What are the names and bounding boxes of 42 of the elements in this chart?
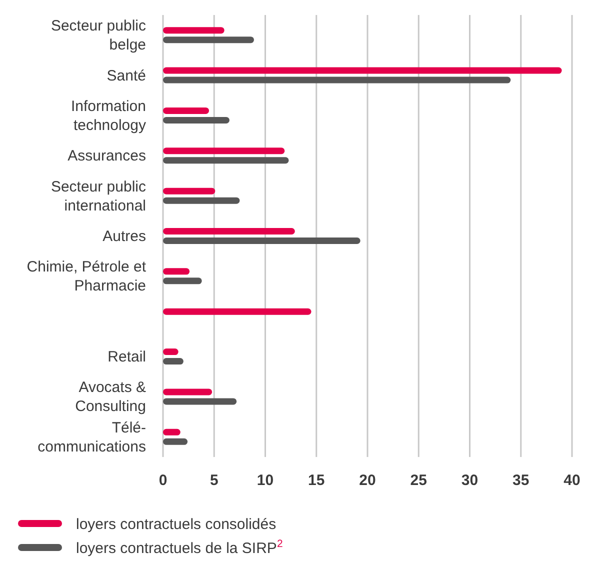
x-tick-label: 25 xyxy=(410,472,427,489)
bar xyxy=(163,148,285,154)
y-tick-label: Assurances xyxy=(68,148,146,165)
bar xyxy=(163,438,188,445)
bar xyxy=(163,268,190,275)
x-tick-label: 0 xyxy=(158,472,168,489)
x-tick-label: 5 xyxy=(210,472,218,489)
bar xyxy=(163,27,224,34)
bar xyxy=(163,76,511,84)
bar xyxy=(163,67,562,74)
x-tick-label: 30 xyxy=(461,472,478,489)
bar xyxy=(163,348,178,356)
y-tick-label: Retail xyxy=(108,348,146,366)
bar xyxy=(163,238,360,244)
y-tick-label: Chimie, Pétrole et Pharmacie xyxy=(26,258,147,295)
bar xyxy=(163,116,230,124)
bar xyxy=(163,398,237,405)
y-tick-label: Secteur public belge xyxy=(50,18,146,54)
legend-label: loyers contractuels de la SIRP$^{2}$ xyxy=(76,538,283,557)
bar xyxy=(163,188,216,194)
y-tick-label: Secteur public international xyxy=(50,178,146,214)
y-tick-label: Santé xyxy=(106,67,146,84)
y-tick-label: Information technology xyxy=(70,98,146,134)
x-tick-label: 15 xyxy=(308,472,325,489)
bar xyxy=(163,278,202,284)
x-tick-label: 10 xyxy=(256,472,274,489)
bar xyxy=(163,107,210,114)
x-tick-label: 40 xyxy=(564,472,580,489)
y-tick-label: Télé- communications xyxy=(38,419,146,456)
bar xyxy=(163,308,312,315)
bar xyxy=(163,157,289,164)
bar xyxy=(163,228,295,234)
bar xyxy=(163,428,180,436)
y-tick-label: Avocats & Consulting xyxy=(75,379,146,416)
x-tick-label: 35 xyxy=(512,472,530,489)
bar xyxy=(163,388,212,396)
x-tick-label: 20 xyxy=(359,472,376,489)
bar xyxy=(163,358,184,365)
bar xyxy=(163,36,254,44)
y-tick-label: Autres xyxy=(102,228,146,245)
bar xyxy=(163,197,240,204)
legend-label: loyers contractuels consolidés xyxy=(76,516,276,533)
